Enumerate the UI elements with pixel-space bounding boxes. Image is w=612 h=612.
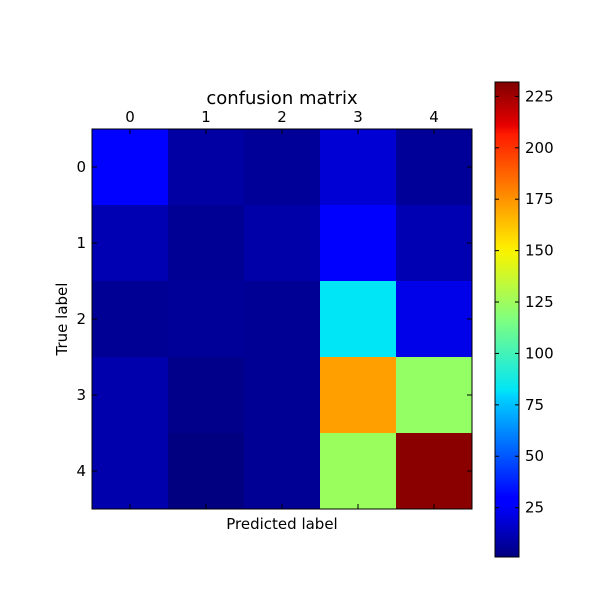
colorbar-tick-label: 100 [525,344,554,362]
y-tick-label: 0 [76,158,86,176]
x-tick-label: 4 [429,108,439,126]
x-tick-label: 2 [277,108,287,126]
heatmap-cell-2-2 [244,281,321,358]
heatmap-cell-0-0 [92,129,169,206]
heatmap-cell-0-2 [244,129,321,206]
heatmap-cell-3-0 [92,357,169,434]
colorbar-tick-label: 225 [525,87,554,105]
colorbar-tick-label: 175 [525,190,554,208]
heatmap-cell-3-2 [244,357,321,434]
heatmap-cells [92,129,473,510]
heatmap-cell-0-4 [396,129,473,206]
heatmap-cell-0-1 [168,129,245,206]
heatmap-cell-3-1 [168,357,245,434]
heatmap-cell-1-4 [396,205,473,282]
heatmap-cell-1-2 [244,205,321,282]
heatmap-cell-4-0 [92,433,169,510]
chart-title: confusion matrix [206,88,358,109]
heatmap-cell-3-3 [320,357,397,434]
colorbar-tick-label: 150 [525,242,554,260]
colorbar [494,81,520,558]
colorbar-tick-label: 50 [525,447,544,465]
colorbar-ticks: 25 50 75 100 125 150 175 200 225 [495,87,554,517]
y-tick-label: 2 [76,310,86,328]
x-axis-label: Predicted label [226,515,337,533]
heatmap-cell-1-1 [168,205,245,282]
heatmap-cell-1-0 [92,205,169,282]
heatmap-cell-4-4 [396,433,473,510]
heatmap-cell-2-4 [396,281,473,358]
y-tick-label: 3 [76,386,86,404]
y-ticks: 0 1 2 3 4 [76,158,472,480]
heatmap-cell-4-3 [320,433,397,510]
colorbar-tick-label: 125 [525,293,554,311]
heatmap-cell-4-2 [244,433,321,510]
colorbar-tick-label: 200 [525,139,554,157]
colorbar-tick-label: 25 [525,499,544,517]
x-tick-label: 3 [353,108,363,126]
x-tick-label: 0 [125,108,135,126]
y-axis-label: True label [53,283,71,357]
y-tick-label: 1 [76,234,86,252]
heatmap-cell-3-4 [396,357,473,434]
x-tick-label: 1 [201,108,211,126]
heatmap-cell-0-3 [320,129,397,206]
heatmap-cell-4-1 [168,433,245,510]
x-ticks: 0 1 2 3 4 [125,108,439,509]
colorbar-tick-label: 75 [525,396,544,414]
heatmap-cell-2-0 [92,281,169,358]
y-tick-label: 4 [76,462,86,480]
heatmap-cell-2-1 [168,281,245,358]
heatmap-cell-1-3 [320,205,397,282]
heatmap-cell-2-3 [320,281,397,358]
